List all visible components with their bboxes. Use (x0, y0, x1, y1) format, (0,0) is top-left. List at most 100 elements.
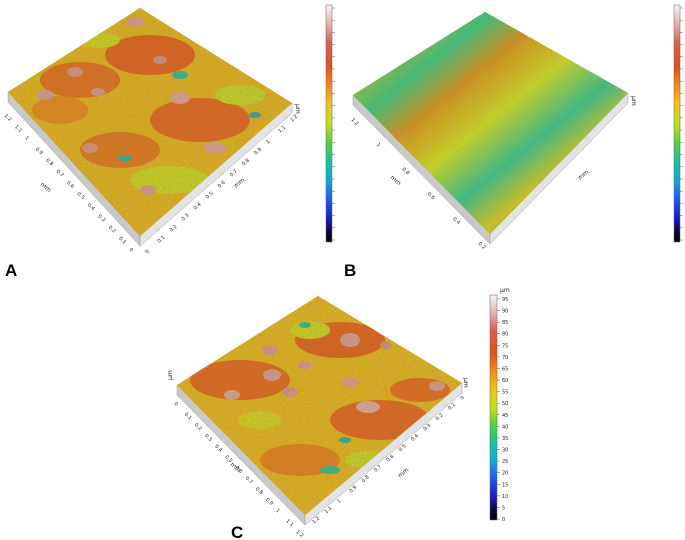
panel-b-colorbar-ticks (680, 7, 683, 241)
axis-tick-label: 1 (336, 498, 342, 505)
axis-tick-label: 1 (265, 139, 271, 146)
axis-tick-label: 0.2 (477, 241, 487, 251)
panel-a: 1.21.110.90.80.70.60.50.40.30.20.10 00.1… (3, 4, 335, 256)
panel-a-colorbar (325, 4, 333, 243)
panel-b-unit-right: mm (577, 169, 591, 182)
axis-tick-label: 0.2 (435, 412, 445, 422)
colorbar-tick-label: 40 (502, 424, 508, 430)
axis-tick-label: 0.7 (373, 464, 383, 474)
axis-tick-label: 1.1 (284, 518, 294, 528)
axis-tick-label: 0.8 (44, 158, 54, 168)
panel-c-unit-right: mm (397, 467, 411, 480)
axis-tick-label: 0.6 (234, 465, 244, 475)
panel-a-unit-top: µm (294, 104, 301, 114)
axis-tick-label: 0.6 (65, 180, 75, 190)
panel-a-unit-right: mm (233, 177, 247, 190)
axis-tick-label: 1 (375, 142, 381, 149)
axis-tick-label: 1.2 (311, 516, 321, 526)
axis-tick-label: 0.8 (241, 158, 251, 168)
colorbar-tick-label: 5 (502, 505, 505, 511)
axis-tick-label: 0 (144, 249, 150, 256)
axis-tick-label: 0.9 (264, 497, 274, 507)
axis-tick-label: 0.9 (34, 147, 44, 157)
colorbar-tick-label: 75 (502, 343, 508, 349)
colorbar-tick-label: 0 (502, 517, 505, 523)
axis-tick-label: 0.9 (348, 485, 358, 495)
axis-tick-label: 1.2 (350, 117, 360, 127)
colorbar-tick-label: 35 (502, 436, 508, 442)
axis-tick-label: 0.2 (193, 422, 203, 432)
axis-tick-label: 1.1 (324, 505, 334, 515)
axis-tick-label: 0.4 (451, 216, 461, 226)
axis-tick-label: 0 (459, 395, 465, 402)
axis-tick-label: 0.4 (86, 202, 96, 212)
axis-tick-label: 0.5 (223, 454, 233, 464)
axis-tick-label: 1.1 (277, 125, 287, 135)
axis-tick-label: 0.2 (169, 224, 179, 234)
panel-b-unit-left: mm (389, 174, 403, 187)
axis-tick-label: 0.1 (156, 235, 166, 245)
colorbar-unit-label: µm (500, 287, 510, 294)
axis-tick-label: 0.1 (117, 236, 127, 246)
axis-tick-label: 0.7 (55, 169, 65, 179)
axis-tick-label: 0.4 (410, 433, 420, 443)
colorbar-tick-label: 10 (502, 494, 508, 500)
axis-tick-label: 1.1 (13, 124, 23, 134)
axis-tick-label: 0.6 (385, 454, 395, 464)
panel-b-axis: 1.2 1 0.8 0.6 0.4 0.2 (350, 117, 487, 251)
axis-tick-label: 0.7 (229, 169, 239, 179)
axis-tick-label: 0.2 (107, 225, 117, 235)
axis-tick-label: 1.2 (3, 113, 13, 123)
colorbar-tick-label: 90 (502, 309, 508, 315)
axis-tick-label: 0.3 (96, 214, 106, 224)
axis-tick-label: 0.8 (254, 486, 264, 496)
colorbar-tick-label: 45 (502, 413, 508, 419)
colorbar-tick-label: 30 (502, 448, 508, 454)
panel-a-unit-left: mm (39, 181, 53, 194)
axis-tick-label: 1 (23, 135, 29, 142)
axis-tick-label: 0.8 (361, 474, 371, 484)
axis-tick-label: 0.7 (244, 476, 254, 486)
panel-a-axis-left: 1.21.11 0.90.80.70.60.50.40.30.20.10 (3, 113, 134, 254)
panel-label-a: A (5, 261, 17, 280)
axis-tick-label: 0.3 (203, 433, 213, 443)
colorbar-tick-label: 85 (502, 320, 508, 326)
axis-tick-label: 0.5 (398, 443, 408, 453)
axis-tick-label: 0.6 (426, 191, 436, 201)
axis-tick-label: 0.4 (213, 444, 223, 454)
axis-tick-label: 0 (173, 401, 179, 408)
axis-tick-label: 1 (274, 508, 280, 515)
colorbar-tick-label: 95 (502, 297, 508, 303)
colorbar-tick-label: 60 (502, 378, 508, 384)
axis-tick-label: 0.5 (205, 191, 215, 201)
panel-label-c: C (231, 523, 243, 540)
colorbar-tick-label: 70 (502, 355, 508, 361)
colorbar-tick-label: 65 (502, 366, 508, 372)
axis-tick-label: 0.3 (422, 423, 432, 433)
axis-tick-label: 0.6 (217, 180, 227, 190)
axis-tick-label: 0.3 (181, 213, 191, 223)
panel-b-colorbar (673, 4, 681, 243)
panel-c: 00.10.20.30.40.50.60.70.80.911.11.2 1.21… (167, 287, 510, 539)
colorbar-tick-label: 50 (502, 401, 508, 407)
panel-a-colorbar-ticks (332, 7, 335, 241)
panel-b: 1.2 1 0.8 0.6 0.4 0.2 mm mm µm (350, 4, 683, 251)
colorbar-tick-label: 25 (502, 459, 508, 465)
axis-tick-label: 1.2 (289, 114, 299, 124)
panel-c-unit-right-top: µm (462, 378, 469, 388)
panel-c-axis-left: 0 0.10.20.30.40.50.60.70.80.91 1.11.2 (173, 401, 305, 539)
panel-c-colorbar (489, 294, 498, 521)
axis-tick-label: 0.1 (447, 402, 457, 412)
panel-label-b: B (344, 261, 356, 280)
axis-tick-label: 0.1 (183, 412, 193, 422)
panel-c-axis-right: 1.21.11 0.90.80.70.60.50.40.30.20.10 (311, 395, 465, 526)
axis-tick-label: 0.5 (76, 191, 86, 201)
panel-a-axis-right: 0 0.10.20.30.40.50.60.70.80.91 1.11.2 (144, 114, 299, 256)
colorbar-tick-label: 20 (502, 471, 508, 477)
axis-tick-label: 0.4 (193, 202, 203, 212)
colorbar-tick-label: 15 (502, 482, 508, 488)
axis-tick-label: 1.2 (295, 529, 305, 539)
axis-tick-label: 0.9 (253, 147, 263, 157)
